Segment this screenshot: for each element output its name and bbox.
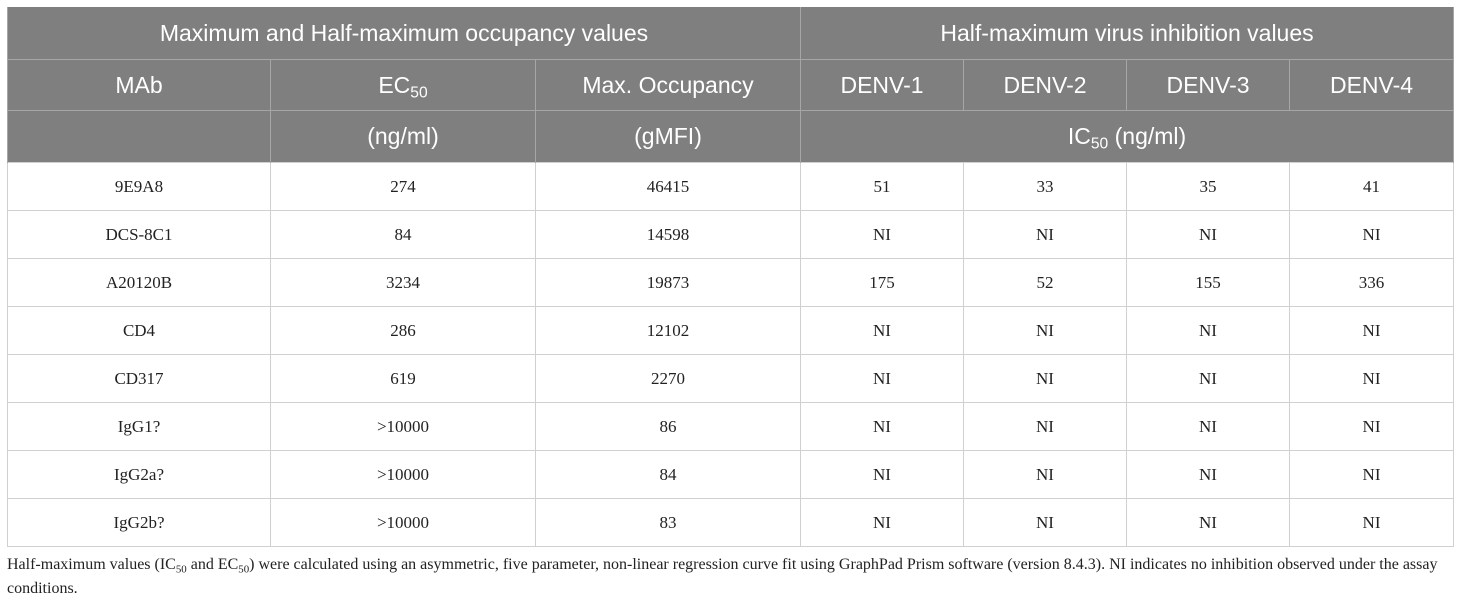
cell-denv1: 51: [800, 162, 964, 211]
cell-mab: DCS-8C1: [7, 210, 271, 259]
cell-mab: A20120B: [7, 258, 271, 307]
table-row: 9E9A8 274 46415 51 33 35 41: [7, 162, 1455, 211]
cell-denv2: NI: [963, 210, 1127, 259]
col-header-max-occupancy: Max. Occupancy: [535, 59, 801, 111]
cell-denv4: NI: [1288, 498, 1455, 547]
cell-denv4: NI: [1288, 306, 1455, 355]
cell-denv4: 41: [1288, 162, 1455, 211]
cell-mab: IgG1?: [7, 402, 271, 451]
table-row: CD4 286 12102 NI NI NI NI: [7, 306, 1455, 355]
footnote-sub-2: 50: [238, 563, 250, 576]
col-header-mab: MAb: [7, 59, 271, 111]
ic-label: IC: [1067, 123, 1091, 149]
cell-denv1: NI: [800, 498, 964, 547]
occupancy-inhibition-table: Maximum and Half-maximum occupancy value…: [7, 7, 1455, 547]
cell-denv4: NI: [1288, 450, 1455, 499]
cell-ec50: 286: [270, 306, 536, 355]
column-header-row: MAb EC50 Max. Occupancy DENV-1 DENV-2 DE…: [7, 59, 1455, 111]
cell-denv1: NI: [800, 402, 964, 451]
ec-subscript: 50: [410, 84, 428, 102]
cell-ec50: 274: [270, 162, 536, 211]
cell-denv3: NI: [1126, 402, 1290, 451]
cell-denv4: NI: [1288, 354, 1455, 403]
cell-ec50: 3234: [270, 258, 536, 307]
table-body: 9E9A8 274 46415 51 33 35 41 DCS-8C1 84 1…: [7, 162, 1455, 547]
table-row: IgG1? >10000 86 NI NI NI NI: [7, 402, 1455, 451]
cell-denv3: NI: [1126, 210, 1290, 259]
cell-denv4: NI: [1288, 210, 1455, 259]
cell-denv2: 33: [963, 162, 1127, 211]
group-header-occupancy: Maximum and Half-maximum occupancy value…: [7, 7, 801, 60]
cell-denv2: NI: [963, 450, 1127, 499]
ic-unit: (ng/ml): [1108, 123, 1187, 149]
cell-mab: CD4: [7, 306, 271, 355]
cell-mab: IgG2b?: [7, 498, 271, 547]
cell-ec50: >10000: [270, 450, 536, 499]
ic-subscript: 50: [1090, 135, 1109, 153]
cell-denv4: NI: [1288, 402, 1455, 451]
cell-max-occupancy: 12102: [535, 306, 801, 355]
col-header-denv2: DENV-2: [963, 59, 1127, 111]
cell-max-occupancy: 83: [535, 498, 801, 547]
col-header-denv1: DENV-1: [800, 59, 964, 111]
cell-max-occupancy: 84: [535, 450, 801, 499]
table-row: CD317 619 2270 NI NI NI NI: [7, 354, 1455, 403]
footnote-text-3: ) were calculated using an asymmetric, f…: [7, 556, 1438, 597]
unit-max-occupancy: (gMFI): [535, 110, 801, 163]
unit-ec50: (ng/ml): [270, 110, 536, 163]
cell-denv3: NI: [1126, 450, 1290, 499]
table-footnote: Half-maximum values (IC50 and EC50) were…: [7, 553, 1453, 601]
cell-ec50: 619: [270, 354, 536, 403]
cell-ec50: >10000: [270, 498, 536, 547]
cell-denv3: 155: [1126, 258, 1290, 307]
cell-mab: 9E9A8: [7, 162, 271, 211]
cell-denv3: 35: [1126, 162, 1290, 211]
footnote-text-1: Half-maximum values (IC: [7, 556, 176, 573]
cell-denv2: NI: [963, 498, 1127, 547]
cell-denv1: NI: [800, 210, 964, 259]
table-container: Maximum and Half-maximum occupancy value…: [7, 7, 1455, 547]
cell-ec50: 84: [270, 210, 536, 259]
cell-denv2: 52: [963, 258, 1127, 307]
footnote-text-2: and EC: [186, 556, 239, 573]
cell-mab: IgG2a?: [7, 450, 271, 499]
cell-ec50: >10000: [270, 402, 536, 451]
col-header-denv3: DENV-3: [1126, 59, 1290, 111]
table-row: IgG2b? >10000 83 NI NI NI NI: [7, 498, 1455, 547]
cell-denv4: 336: [1288, 258, 1455, 307]
table-row: IgG2a? >10000 84 NI NI NI NI: [7, 450, 1455, 499]
cell-max-occupancy: 19873: [535, 258, 801, 307]
footnote-sub-1: 50: [175, 563, 187, 576]
table-row: A20120B 3234 19873 175 52 155 336: [7, 258, 1455, 307]
ec-label: EC: [378, 71, 411, 98]
cell-denv2: NI: [963, 402, 1127, 451]
cell-max-occupancy: 14598: [535, 210, 801, 259]
cell-max-occupancy: 2270: [535, 354, 801, 403]
table-row: DCS-8C1 84 14598 NI NI NI NI: [7, 210, 1455, 259]
cell-mab: CD317: [7, 354, 271, 403]
cell-max-occupancy: 46415: [535, 162, 801, 211]
cell-denv1: 175: [800, 258, 964, 307]
cell-denv3: NI: [1126, 354, 1290, 403]
cell-denv1: NI: [800, 450, 964, 499]
unit-mab-empty: [7, 110, 271, 163]
cell-denv1: NI: [800, 306, 964, 355]
cell-denv1: NI: [800, 354, 964, 403]
cell-denv3: NI: [1126, 498, 1290, 547]
group-header-row: Maximum and Half-maximum occupancy value…: [7, 7, 1455, 60]
cell-denv2: NI: [963, 354, 1127, 403]
col-header-denv4: DENV-4: [1288, 59, 1455, 111]
group-header-inhibition: Half-maximum virus inhibition values: [799, 7, 1455, 60]
cell-max-occupancy: 86: [535, 402, 801, 451]
cell-denv3: NI: [1126, 306, 1290, 355]
unit-header-row: (ng/ml) (gMFI) IC50 (ng/ml): [7, 110, 1455, 163]
cell-denv2: NI: [963, 306, 1127, 355]
unit-ic50: IC50 (ng/ml): [799, 110, 1455, 163]
col-header-ec50: EC50: [270, 59, 536, 111]
